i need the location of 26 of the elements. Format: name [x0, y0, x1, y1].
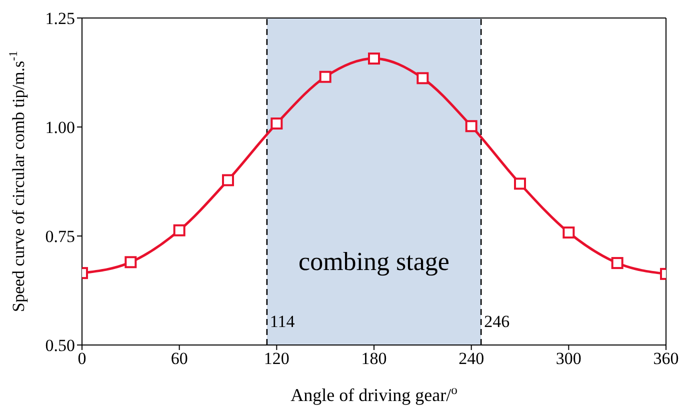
- x-tick-label: 300: [556, 349, 582, 368]
- point: [319, 70, 332, 83]
- x-tick-label: 360: [653, 349, 679, 368]
- ref-line-label: 114: [270, 312, 296, 331]
- point: [562, 226, 575, 239]
- x-axis-title: Angle of driving gear/$^{o}$: [290, 383, 458, 405]
- x-tick-label: 0: [78, 349, 86, 368]
- x-tick-label: 60: [170, 349, 188, 368]
- ref-line-label: 246: [484, 312, 510, 331]
- y-tick-label: 0.50: [45, 336, 75, 356]
- y-tick-label: 1.25: [45, 9, 75, 28]
- point: [465, 120, 478, 132]
- x-tick-label: 120: [264, 349, 290, 368]
- point: [368, 52, 380, 65]
- point: [416, 72, 429, 84]
- y-tick-label: 0.75: [45, 227, 75, 246]
- point: [222, 174, 234, 186]
- point: [173, 224, 186, 236]
- x-tick-label: 240: [458, 349, 484, 368]
- band-label: combing stage: [298, 246, 450, 276]
- y-tick-label: 1.00: [45, 118, 75, 138]
- point: [514, 178, 526, 190]
- point: [124, 256, 137, 268]
- point: [611, 257, 624, 270]
- point: [270, 118, 283, 130]
- x-tick-label: 180: [361, 349, 387, 368]
